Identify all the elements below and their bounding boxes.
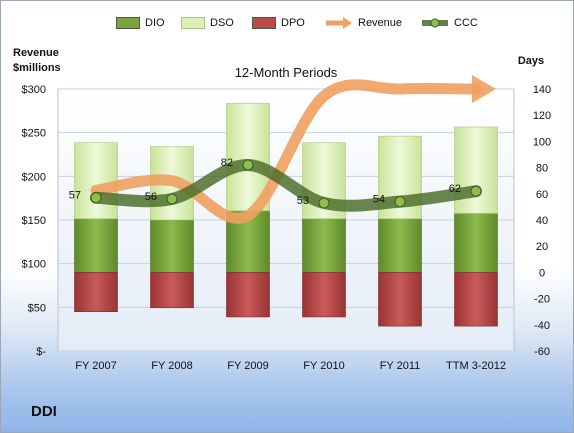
bar-dio	[454, 213, 498, 273]
bar-dio	[378, 218, 422, 273]
legend-label-dso: DSO	[210, 17, 234, 29]
left-tick-label: $-	[36, 346, 46, 358]
bar-dpo	[454, 272, 498, 327]
ccc-data-label: 53	[297, 195, 309, 207]
ccc-point	[318, 197, 330, 209]
company-name: DDI	[31, 403, 57, 420]
category-label: FY 2009	[227, 360, 268, 372]
right-axis-title: Days	[518, 55, 544, 67]
ccc-point	[90, 192, 102, 204]
ccc-point	[166, 193, 178, 205]
right-tick-label: 140	[533, 84, 551, 96]
legend-label-revenue: Revenue	[358, 17, 403, 29]
bar-dio	[150, 219, 194, 273]
ccc-data-label: 82	[221, 157, 233, 169]
legend-swatch-dpo	[252, 17, 276, 29]
left-tick-label: $300	[22, 84, 46, 96]
right-tick-label: 100	[533, 136, 551, 148]
left-tick-label: $50	[28, 302, 46, 314]
bar-dso	[74, 142, 118, 219]
revenue-arrowhead	[472, 75, 496, 103]
legend-label-dpo: DPO	[281, 17, 305, 29]
legend-item-dio: DIO	[116, 13, 165, 33]
ccc-point	[470, 185, 482, 197]
chart-title: 12-Month Periods	[235, 65, 338, 80]
ccc-data-label: 62	[449, 183, 461, 195]
ccc-point	[242, 159, 254, 171]
legend-label-dio: DIO	[145, 17, 165, 29]
left-axis-title-line2: $millions	[13, 62, 61, 74]
revenue-line	[90, 79, 482, 224]
left-tick-label: $150	[22, 215, 46, 227]
right-tick-label: -20	[534, 294, 550, 306]
legend-item-dpo: DPO	[252, 13, 305, 33]
right-tick-label: -60	[534, 346, 550, 358]
ccc-point	[394, 196, 406, 208]
bar-dpo	[226, 272, 270, 318]
bar-dpo	[150, 272, 194, 309]
right-tick-label: 80	[536, 163, 548, 175]
legend: DIO DSO DPO Revenue CCC	[1, 13, 573, 33]
bar-dio	[302, 218, 346, 273]
right-tick-label: 20	[536, 241, 548, 253]
right-tick-label: 40	[536, 215, 548, 227]
left-tick-label: $250	[22, 128, 46, 140]
ccc-data-label: 54	[373, 194, 385, 206]
bar-dio	[74, 218, 118, 273]
right-tick-label: -40	[534, 320, 550, 332]
category-label: TTM 3-2012	[446, 360, 506, 372]
ccc-data-label: 56	[145, 191, 157, 203]
category-label: FY 2010	[303, 360, 344, 372]
left-tick-label: $100	[22, 259, 46, 271]
category-label: FY 2011	[380, 360, 421, 372]
left-axis-title-line1: Revenue	[13, 47, 59, 59]
legend-swatch-dio	[116, 17, 140, 29]
bar-dpo	[302, 272, 346, 318]
category-label: FY 2008	[151, 360, 192, 372]
legend-swatch-dso	[181, 17, 205, 29]
legend-item-revenue: Revenue	[325, 13, 402, 33]
bar-dso	[454, 126, 498, 214]
category-label: FY 2007	[75, 360, 116, 372]
legend-label-ccc: CCC	[454, 17, 478, 29]
right-tick-label: 120	[533, 110, 551, 122]
legend-swatch-ccc	[421, 16, 449, 30]
bar-dpo	[74, 272, 118, 312]
ccc-data-label: 57	[69, 190, 81, 202]
bar-dpo	[378, 272, 422, 327]
right-tick-label: 0	[539, 267, 545, 279]
right-tick-label: 60	[536, 189, 548, 201]
left-tick-label: $200	[22, 171, 46, 183]
legend-swatch-revenue	[325, 16, 353, 30]
legend-item-dso: DSO	[181, 13, 234, 33]
legend-item-ccc: CCC	[421, 13, 478, 33]
